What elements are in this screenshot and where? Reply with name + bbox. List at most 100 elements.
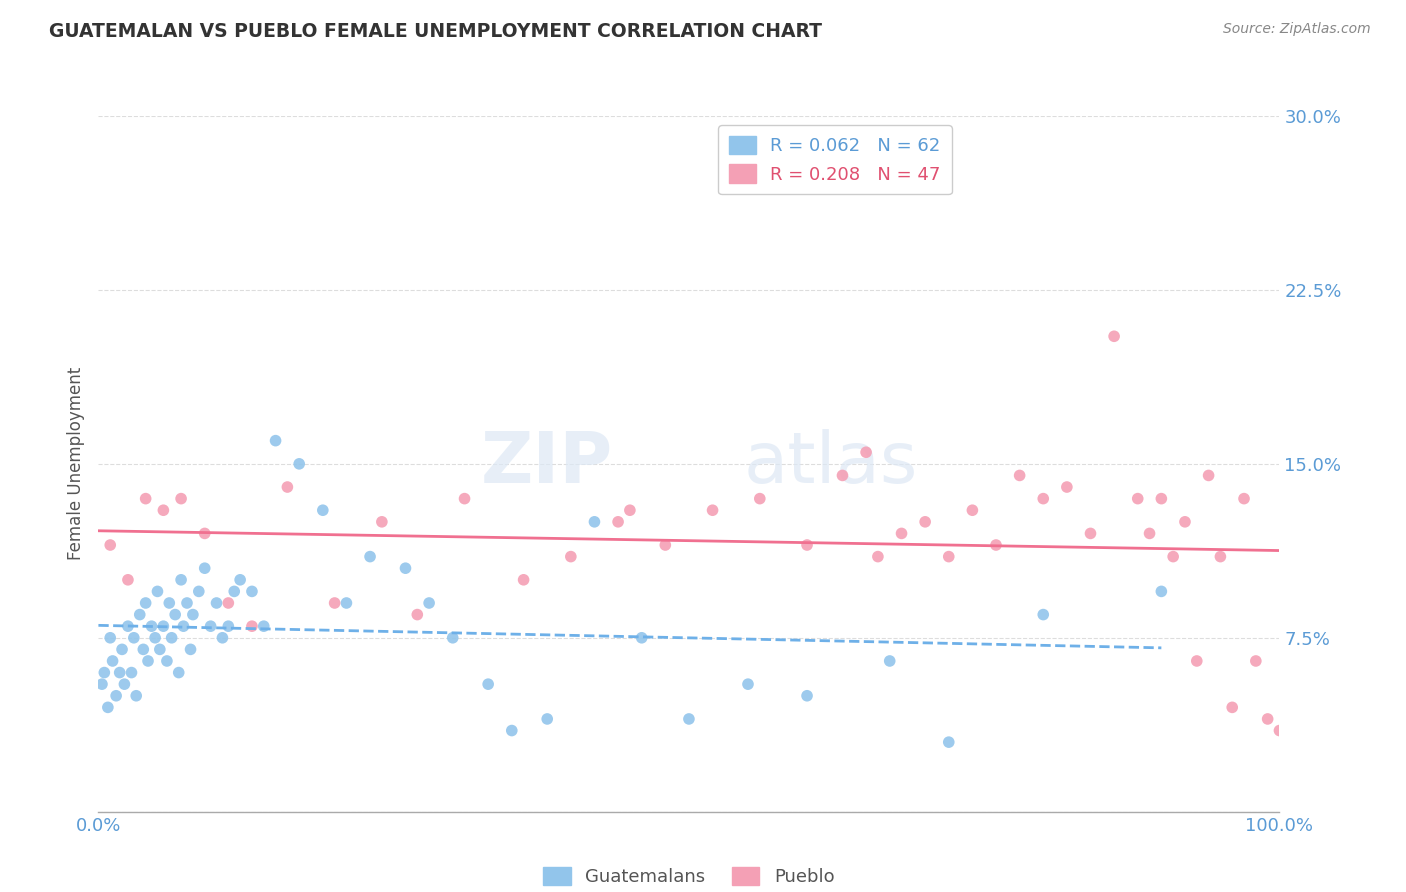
Point bbox=[1268, 723, 1291, 738]
Point bbox=[737, 677, 759, 691]
Point bbox=[879, 654, 901, 668]
Point bbox=[560, 549, 582, 564]
Point bbox=[394, 561, 416, 575]
Point bbox=[323, 596, 346, 610]
Point bbox=[170, 573, 193, 587]
Point bbox=[224, 584, 246, 599]
Point bbox=[796, 689, 818, 703]
Point bbox=[172, 619, 194, 633]
Point bbox=[205, 596, 228, 610]
Point bbox=[1198, 468, 1220, 483]
Point bbox=[630, 631, 652, 645]
Point bbox=[938, 549, 960, 564]
Point bbox=[654, 538, 676, 552]
Point bbox=[156, 654, 179, 668]
Point bbox=[1185, 654, 1208, 668]
Point bbox=[146, 584, 169, 599]
Point bbox=[229, 573, 252, 587]
Point bbox=[97, 700, 120, 714]
Point bbox=[125, 689, 148, 703]
Point bbox=[98, 631, 121, 645]
Point bbox=[984, 538, 1007, 552]
Point bbox=[1150, 491, 1173, 506]
Point bbox=[194, 526, 217, 541]
Point bbox=[619, 503, 641, 517]
Point bbox=[831, 468, 853, 483]
Point bbox=[253, 619, 276, 633]
Point bbox=[1102, 329, 1125, 343]
Point bbox=[170, 491, 193, 506]
Point bbox=[371, 515, 394, 529]
Point bbox=[335, 596, 357, 610]
Point bbox=[1032, 491, 1054, 506]
Point bbox=[748, 491, 770, 506]
Point bbox=[165, 607, 187, 622]
Point bbox=[1174, 515, 1197, 529]
Point bbox=[890, 526, 912, 541]
Point bbox=[288, 457, 311, 471]
Point bbox=[1080, 526, 1102, 541]
Point bbox=[1257, 712, 1279, 726]
Point bbox=[477, 677, 499, 691]
Text: Source: ZipAtlas.com: Source: ZipAtlas.com bbox=[1223, 22, 1371, 37]
Text: GUATEMALAN VS PUEBLO FEMALE UNEMPLOYMENT CORRELATION CHART: GUATEMALAN VS PUEBLO FEMALE UNEMPLOYMENT… bbox=[49, 22, 823, 41]
Point bbox=[217, 619, 239, 633]
Point bbox=[135, 596, 157, 610]
Point bbox=[312, 503, 335, 517]
Point bbox=[418, 596, 440, 610]
Point bbox=[583, 515, 606, 529]
Point bbox=[536, 712, 558, 726]
Point bbox=[105, 689, 128, 703]
Point bbox=[962, 503, 984, 517]
Point bbox=[796, 538, 818, 552]
Point bbox=[406, 607, 429, 622]
Point bbox=[136, 654, 159, 668]
Point bbox=[180, 642, 202, 657]
Point bbox=[276, 480, 298, 494]
Point bbox=[240, 619, 263, 633]
Point bbox=[149, 642, 172, 657]
Text: ZIP: ZIP bbox=[481, 429, 613, 499]
Point bbox=[359, 549, 381, 564]
Point bbox=[938, 735, 960, 749]
Point bbox=[1126, 491, 1149, 506]
Y-axis label: Female Unemployment: Female Unemployment bbox=[66, 368, 84, 560]
Point bbox=[1233, 491, 1256, 506]
Point bbox=[128, 607, 150, 622]
Point bbox=[167, 665, 190, 680]
Point bbox=[1139, 526, 1161, 541]
Point bbox=[217, 596, 239, 610]
Point bbox=[1056, 480, 1078, 494]
Point bbox=[194, 561, 217, 575]
Point bbox=[112, 677, 135, 691]
Point bbox=[1244, 654, 1267, 668]
Point bbox=[866, 549, 889, 564]
Point bbox=[143, 631, 166, 645]
Point bbox=[240, 584, 263, 599]
Point bbox=[211, 631, 233, 645]
Point bbox=[111, 642, 134, 657]
Point bbox=[441, 631, 464, 645]
Point bbox=[108, 665, 131, 680]
Point bbox=[453, 491, 475, 506]
Point bbox=[121, 665, 143, 680]
Point bbox=[1008, 468, 1031, 483]
Point bbox=[501, 723, 523, 738]
Point bbox=[160, 631, 183, 645]
Point bbox=[1220, 700, 1243, 714]
Point bbox=[914, 515, 936, 529]
Point bbox=[157, 596, 180, 610]
Point bbox=[101, 654, 124, 668]
Point bbox=[187, 584, 209, 599]
Point bbox=[512, 573, 534, 587]
Point bbox=[855, 445, 877, 459]
Point bbox=[93, 665, 115, 680]
Point bbox=[181, 607, 204, 622]
Point bbox=[141, 619, 163, 633]
Point bbox=[1209, 549, 1232, 564]
Point bbox=[91, 677, 114, 691]
Point bbox=[135, 491, 157, 506]
Point bbox=[607, 515, 630, 529]
Point bbox=[264, 434, 287, 448]
Text: atlas: atlas bbox=[744, 429, 918, 499]
